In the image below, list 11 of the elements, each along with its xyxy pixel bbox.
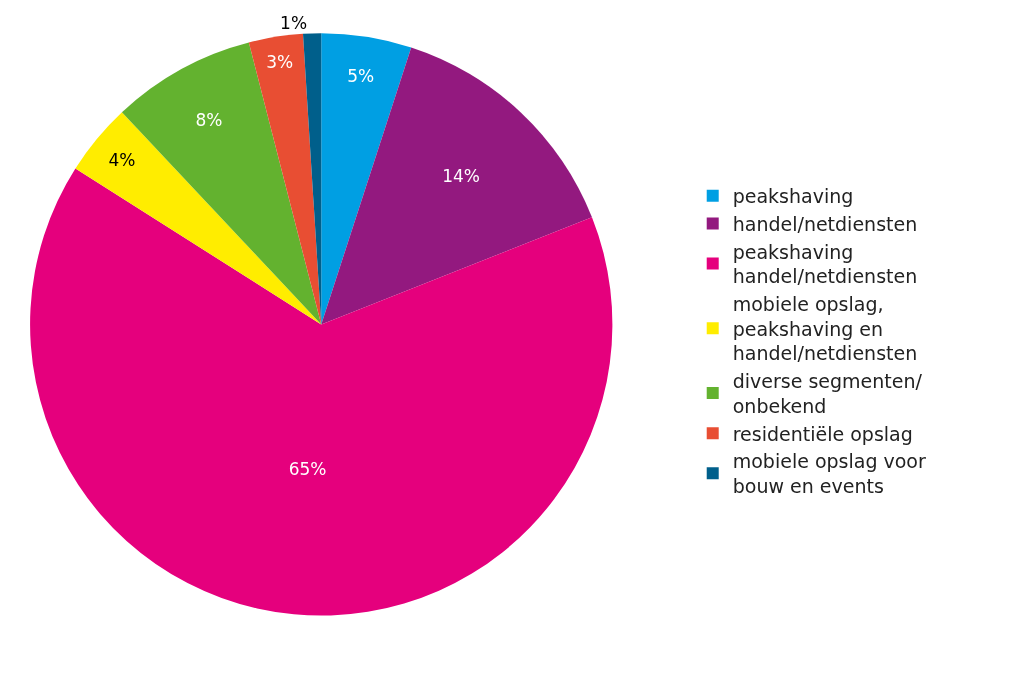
data-label: 5% [347, 65, 375, 86]
data-label: 14% [442, 165, 480, 186]
legend-label: mobiele opslag voor bouw en events [732, 450, 926, 497]
data-label: 65% [288, 459, 327, 480]
data-label: 3% [266, 51, 294, 72]
legend-label: handel/netdiensten [732, 212, 918, 235]
data-label: 4% [108, 149, 136, 170]
legend-label: peakshaving [732, 185, 854, 208]
data-label: 1% [280, 13, 308, 34]
legend-label: residentiële opslag [732, 422, 913, 445]
data-label: 8% [195, 110, 223, 131]
